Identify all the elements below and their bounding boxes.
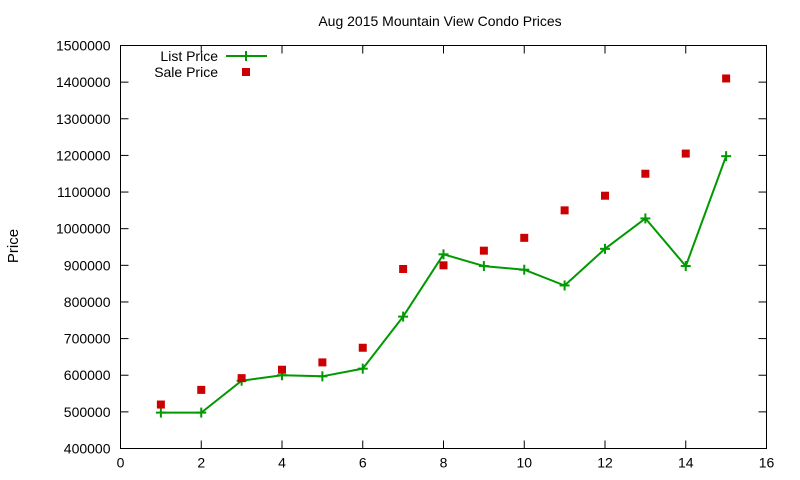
y-axis-label: Price — [5, 229, 22, 263]
y-tick-label: 1300000 — [56, 111, 111, 127]
x-axis: 0 2 4 6 8 10 12 14 16 — [117, 45, 775, 471]
list-price-point — [398, 311, 409, 322]
sale-price-point — [358, 343, 367, 352]
sale-price-point — [156, 400, 165, 409]
legend-label: List Price — [160, 48, 218, 64]
sale-price-point — [399, 264, 408, 273]
list-price-point — [519, 264, 530, 275]
list-price-point — [721, 151, 732, 162]
sale-price-point — [278, 365, 286, 374]
y-tick-label: 1200000 — [56, 147, 111, 163]
x-tick-label: 6 — [359, 455, 367, 471]
legend-marker-list-price — [241, 51, 251, 61]
y-tick-label: 1500000 — [56, 38, 111, 54]
x-tick-label: 4 — [278, 455, 286, 471]
chart-title: Aug 2015 Mountain View Condo Prices — [318, 13, 561, 29]
series-layer — [155, 74, 732, 418]
x-tick-label: 8 — [440, 455, 448, 471]
list-price-line — [160, 155, 728, 414]
legend-swatch-sale-price — [242, 68, 250, 76]
y-tick-label: 1000000 — [56, 221, 111, 237]
sale-price-point — [601, 191, 609, 200]
y-tick-label: 1400000 — [56, 74, 111, 90]
y-axis: 400000 500000 600000 700000 800000 900000 1000… — [56, 38, 767, 457]
y-tick-label: 600000 — [64, 367, 111, 383]
x-tick-label: 16 — [759, 455, 775, 471]
y-tick-label: 400000 — [64, 441, 111, 457]
y-tick-label: 500000 — [64, 404, 111, 420]
sale-price-point — [479, 246, 488, 255]
legend-label: Sale Price — [154, 64, 218, 80]
list-price-point — [317, 371, 328, 382]
list-price-point — [640, 213, 651, 224]
sale-price-point — [560, 206, 569, 215]
sale-price-point — [318, 358, 327, 367]
list-price-point — [559, 280, 570, 291]
sale-price-point — [722, 74, 731, 83]
sale-price-point — [520, 233, 529, 242]
x-tick-label: 14 — [678, 455, 694, 471]
x-tick-label: 0 — [117, 455, 125, 471]
x-tick-label: 10 — [516, 455, 532, 471]
y-tick-label: 1100000 — [57, 184, 111, 200]
list-price-point — [196, 407, 207, 418]
list-price-point — [680, 261, 691, 272]
sale-price-point — [641, 169, 650, 178]
y-tick-label: 800000 — [64, 294, 111, 310]
x-tick-label: 2 — [197, 455, 205, 471]
list-price-point — [600, 243, 610, 254]
list-price-point — [478, 261, 489, 272]
y-tick-label: 900000 — [64, 257, 111, 273]
x-tick-label: 12 — [597, 455, 613, 471]
y-tick-label: 700000 — [64, 331, 111, 347]
list-price-point — [155, 407, 166, 418]
sale-price-point — [197, 385, 206, 394]
sale-price-point — [237, 374, 246, 383]
list-price-point — [438, 249, 449, 260]
sale-price-point — [439, 261, 448, 270]
list-price-point — [357, 363, 368, 374]
sale-price-point — [681, 149, 690, 158]
